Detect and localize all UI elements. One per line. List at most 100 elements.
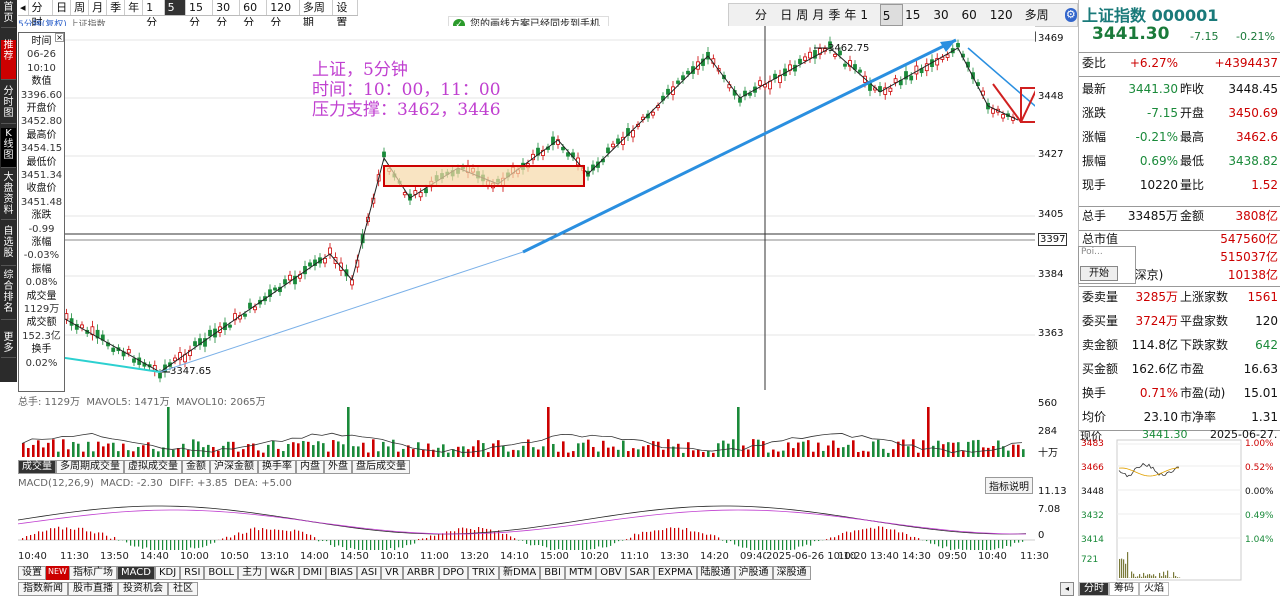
indicator-tab-4[interactable]: KDJ: [154, 566, 181, 580]
info-7-0: 涨幅: [31, 237, 52, 248]
rperiod-10[interactable]: 60分: [961, 8, 977, 44]
gear-icon[interactable]: ⚙: [1064, 8, 1077, 22]
news-tab-1[interactable]: 股市直播: [68, 582, 118, 596]
volume-bar: [322, 443, 325, 457]
rperiod-6[interactable]: 1分: [860, 8, 872, 44]
indicator-tab-16[interactable]: 新DMA: [499, 566, 541, 580]
indicator-tab-12[interactable]: VR: [381, 566, 403, 580]
rperiod-8[interactable]: 15分: [905, 8, 921, 44]
period-1[interactable]: 日: [53, 0, 72, 15]
scroll-left-button[interactable]: ◂: [1060, 582, 1074, 596]
indicator-tab-17[interactable]: BBI: [540, 566, 565, 580]
nav-home[interactable]: 首页: [1, 2, 16, 28]
close-icon[interactable]: ×: [55, 33, 64, 42]
period-4[interactable]: 季: [107, 0, 126, 15]
news-tab-2[interactable]: 投资机会: [118, 582, 168, 596]
nav-timeshare[interactable]: 分时图: [1, 86, 16, 124]
quote-row-2-cell-2: 最高: [1180, 130, 1205, 144]
indicator-tab-7[interactable]: 主力: [238, 566, 267, 580]
macd-bar: [266, 529, 268, 540]
period-5[interactable]: 年: [125, 0, 144, 15]
indicator-tab-9[interactable]: DMI: [298, 566, 327, 580]
indicator-tab-24[interactable]: 深股通: [772, 566, 811, 580]
period-9[interactable]: 30分: [213, 0, 241, 29]
vol-tab-0[interactable]: 成交量: [18, 460, 56, 474]
nav-recommend[interactable]: 推荐: [1, 40, 16, 80]
period-0[interactable]: 分时: [29, 0, 54, 29]
vol-tab-6[interactable]: 内盘: [296, 460, 324, 474]
mini-tabs: 分时 筹码 火焰: [1079, 582, 1280, 596]
kline-chart[interactable]: 3462.75 3347.65: [18, 26, 1035, 390]
indicator-tab-11[interactable]: ASI: [357, 566, 382, 580]
indicator-tab-2[interactable]: 指标广场: [68, 566, 117, 580]
news-tab-3[interactable]: 社区: [168, 582, 198, 596]
indicator-explain-button[interactable]: 指标说明: [985, 477, 1033, 494]
macd-value: MACD: -2.30: [100, 478, 163, 489]
news-tab-0[interactable]: 指数新闻: [18, 582, 68, 596]
indicator-tab-22[interactable]: 陆股通: [696, 566, 735, 580]
macd-bar: [414, 540, 416, 544]
start-button[interactable]: 开始: [1080, 266, 1118, 281]
period-6[interactable]: 1分: [143, 0, 165, 29]
indicator-tab-1[interactable]: NEW: [46, 566, 69, 580]
rperiod-12[interactable]: 多周期: [1024, 8, 1049, 44]
indicator-tab-14[interactable]: DPO: [438, 566, 469, 580]
nav-ranking[interactable]: 综合排名: [1, 270, 16, 320]
indicator-tab-6[interactable]: BOLL: [204, 566, 239, 580]
nav-watchlist[interactable]: 自选股: [1, 226, 16, 266]
rperiod-3[interactable]: 月: [812, 8, 825, 22]
indicator-tab-5[interactable]: RSI: [180, 566, 205, 580]
mini-timeshare-chart[interactable]: 3483 3466 3448 3432 3414 721 1.00% 0.52% 0.00% 0.…: [1079, 428, 1280, 582]
period-7[interactable]: 5分: [164, 0, 187, 29]
rperiod-9[interactable]: 30分: [933, 8, 949, 44]
indicator-tab-15[interactable]: TRIX: [468, 566, 500, 580]
indicator-tab-19[interactable]: OBV: [596, 566, 626, 580]
period-8[interactable]: 15分: [186, 0, 214, 29]
vol-tab-3[interactable]: 金额: [182, 460, 210, 474]
period-2[interactable]: 周: [71, 0, 90, 15]
indicator-tab-18[interactable]: MTM: [564, 566, 597, 580]
rperiod-11[interactable]: 120分: [989, 8, 1013, 44]
macd-bar: [710, 534, 712, 540]
candle-body: [904, 71, 908, 80]
mini-tab-1[interactable]: 筹码: [1109, 582, 1139, 596]
indicator-tab-20[interactable]: SAR: [625, 566, 654, 580]
indicator-tab-10[interactable]: BIAS: [326, 566, 358, 580]
macd-bar: [638, 534, 640, 540]
indicator-tab-3[interactable]: MACD: [116, 566, 155, 580]
mini-tab-2[interactable]: 火焰: [1139, 582, 1169, 596]
rperiod-4[interactable]: 季: [828, 8, 841, 22]
rperiod-7[interactable]: 5分: [879, 4, 904, 45]
macd-bar: [926, 540, 928, 542]
vol-tab-8[interactable]: 盘后成交量: [352, 460, 410, 474]
nav-market-info[interactable]: 大盘资料: [1, 172, 16, 220]
period-13[interactable]: 设置: [333, 0, 358, 29]
period-12[interactable]: 多周期: [300, 0, 334, 29]
volume-bar: [62, 439, 65, 457]
rperiod-2[interactable]: 周: [796, 8, 809, 22]
vol-tab-1[interactable]: 多周期成交量: [56, 460, 124, 474]
period-3[interactable]: 月: [89, 0, 108, 15]
vol-tab-4[interactable]: 沪深金额: [210, 460, 258, 474]
nav-more[interactable]: 更多: [1, 332, 16, 358]
macd-bar: [58, 526, 60, 540]
volume-bar: [42, 447, 45, 457]
indicator-tab-0[interactable]: 设置: [18, 566, 46, 580]
nav-kline[interactable]: K线图: [1, 128, 16, 168]
period-11[interactable]: 120分: [267, 0, 300, 29]
indicator-tab-8[interactable]: W&R: [266, 566, 299, 580]
vol-tab-7[interactable]: 外盘: [324, 460, 352, 474]
vol-tab-2[interactable]: 虚拟成交量: [124, 460, 182, 474]
vol-tab-5[interactable]: 换手率: [258, 460, 296, 474]
collapse-icon[interactable]: ◂: [18, 0, 29, 15]
period-10[interactable]: 60分: [240, 0, 268, 29]
indicator-tab-13[interactable]: ARBR: [402, 566, 439, 580]
rperiod-0[interactable]: 分时: [755, 8, 768, 44]
indicator-tab-21[interactable]: EXPMA: [653, 566, 697, 580]
time-tick-25: 11:30: [1020, 551, 1049, 562]
mini-tab-0[interactable]: 分时: [1079, 582, 1109, 596]
rperiod-1[interactable]: 日: [780, 8, 793, 22]
indicator-tab-23[interactable]: 沪股通: [734, 566, 773, 580]
info-0-0: 时间: [31, 36, 52, 47]
rperiod-5[interactable]: 年: [844, 8, 857, 22]
